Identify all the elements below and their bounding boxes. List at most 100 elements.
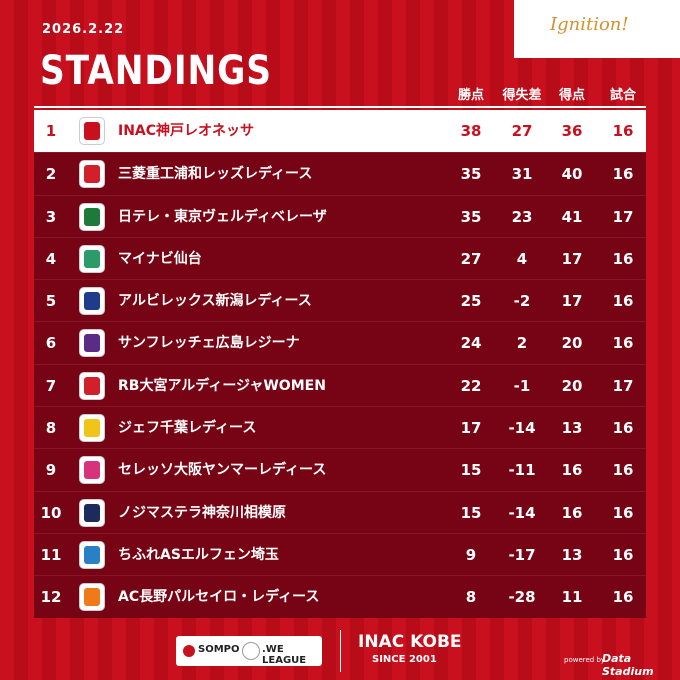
points-cell: 35	[460, 207, 482, 226]
team-crest-icon	[79, 117, 105, 145]
team-crest-icon	[79, 498, 105, 527]
table-row: 8 ジェフ千葉レディース 17 -14 13 16	[34, 406, 646, 449]
team-crest-icon	[79, 540, 105, 569]
team-name: 日テレ・東京ヴェルディベレーザ	[118, 208, 327, 225]
team-name: AC長野パルセイロ・レディース	[118, 589, 320, 606]
table-row: 4 マイナビ仙台 27 4 17 16	[34, 236, 646, 280]
column-headers: 勝点 得失差 得点 試合	[0, 84, 680, 104]
date-label: 2026.2.22	[42, 22, 125, 37]
rank-cell: 2	[45, 165, 57, 184]
team-crest-icon	[79, 583, 105, 612]
rank-cell: 8	[45, 419, 57, 438]
rank-cell: 9	[45, 461, 57, 480]
table-row: 11 ちふれASエルフェン埼玉 9 -17 13 16	[34, 532, 646, 576]
games-cell: 16	[612, 249, 634, 268]
goals-cell: 16	[561, 461, 583, 480]
club-since: SINCE 2001	[372, 654, 437, 665]
team-crest-icon	[79, 414, 105, 443]
goals-cell: 13	[561, 419, 583, 438]
brand-text: Ignition!	[550, 14, 629, 35]
points-cell: 9	[465, 545, 477, 564]
header-goals: 得点	[558, 88, 586, 103]
team-crest-icon	[79, 371, 105, 400]
league-emblem-icon	[242, 642, 260, 660]
goals-cell: 20	[561, 376, 583, 395]
table-row: 6 サンフレッチェ広島レジーナ 24 2 20 16	[34, 321, 646, 364]
team-name: ジェフ千葉レディース	[118, 420, 257, 437]
points-cell: 35	[460, 165, 482, 184]
goal-diff-cell: -1	[513, 376, 531, 395]
goals-cell: 20	[561, 334, 583, 353]
goals-cell: 17	[561, 249, 583, 268]
page-title: STANDINGS	[40, 48, 272, 94]
goal-diff-cell: -14	[508, 503, 536, 522]
footer-divider	[340, 630, 341, 672]
games-cell: 16	[612, 588, 634, 607]
games-cell: 16	[612, 292, 634, 311]
games-cell: 16	[612, 545, 634, 564]
team-name: 三菱重工浦和レッズレディース	[118, 166, 313, 183]
points-cell: 38	[460, 122, 482, 140]
team-name: セレッソ大阪ヤンマーレディース	[118, 462, 327, 479]
rank-cell: 1	[45, 122, 57, 140]
rank-cell: 5	[45, 292, 57, 311]
rank-cell: 6	[45, 334, 57, 353]
team-crest-icon	[79, 287, 105, 316]
team-crest-icon	[79, 456, 105, 485]
team-name: RB大宮アルディージャWOMEN	[118, 377, 326, 394]
rank-cell: 7	[45, 376, 57, 395]
table-row: 9 セレッソ大阪ヤンマーレディース 15 -11 16 16	[34, 448, 646, 491]
games-cell: 16	[612, 461, 634, 480]
team-name: サンフレッチェ広島レジーナ	[118, 335, 300, 352]
table-row: 2 三菱重工浦和レッズレディース 35 31 40 16	[34, 152, 646, 195]
sponsor-left-text: SOMPO	[198, 644, 240, 655]
goal-diff-cell: -28	[508, 588, 536, 607]
table-row: 7 RB大宮アルディージャWOMEN 22 -1 20 17	[34, 363, 646, 407]
table-row: 12 AC長野パルセイロ・レディース 8 -28 11 16	[34, 575, 646, 618]
data-provider: Data Stadium	[602, 652, 654, 678]
points-cell: 15	[460, 503, 482, 522]
header-games: 試合	[609, 88, 637, 103]
team-name: マイナビ仙台	[118, 250, 202, 267]
table-row: 5 アルビレックス新潟レディース 25 -2 17 16	[34, 279, 646, 322]
goals-cell: 41	[561, 207, 583, 226]
rank-cell: 4	[45, 249, 57, 268]
goals-cell: 36	[561, 122, 583, 140]
sponsor-right-text: .WE LEAGUE	[262, 644, 307, 666]
standings-table: 1 INAC神戸レオネッサ 38 27 36 16 2 三菱重工浦和レッズレディース 35 31 4…	[34, 110, 646, 618]
brand-banner: Ignition!	[514, 0, 680, 58]
team-name: INAC神戸レオネッサ	[118, 123, 255, 139]
club-name: INAC KOBE	[358, 632, 462, 652]
points-cell: 17	[460, 419, 482, 438]
team-name: ノジマステラ神奈川相模原	[118, 504, 286, 521]
footer: SOMPO .WE LEAGUE INAC KOBE SINCE 2001 po…	[0, 626, 680, 680]
goal-diff-cell: -2	[513, 292, 531, 311]
team-crest-icon	[79, 160, 105, 189]
team-crest-icon	[79, 244, 105, 273]
games-cell: 17	[612, 207, 634, 226]
header-points: 勝点	[457, 88, 485, 103]
sompo-dot-icon	[183, 645, 195, 657]
sponsor-logo: SOMPO .WE LEAGUE	[176, 636, 322, 666]
goals-cell: 16	[561, 503, 583, 522]
team-crest-icon	[79, 202, 105, 231]
points-cell: 25	[460, 292, 482, 311]
goal-diff-cell: -14	[508, 419, 536, 438]
games-cell: 17	[612, 376, 634, 395]
goal-diff-cell: 31	[511, 165, 533, 184]
points-cell: 15	[460, 461, 482, 480]
powered-by: powered by	[564, 656, 606, 664]
goal-diff-cell: 27	[511, 122, 533, 140]
games-cell: 16	[612, 122, 634, 140]
points-cell: 27	[460, 249, 482, 268]
goal-diff-cell: 23	[511, 207, 533, 226]
points-cell: 22	[460, 376, 482, 395]
team-name: アルビレックス新潟レディース	[118, 293, 312, 310]
goal-diff-cell: -11	[508, 461, 536, 480]
rank-cell: 12	[40, 588, 62, 607]
rank-cell: 10	[40, 503, 62, 522]
header-goal-diff: 得失差	[502, 88, 542, 103]
goal-diff-cell: 4	[516, 249, 528, 268]
goal-diff-cell: 2	[516, 334, 528, 353]
rank-cell: 11	[40, 545, 62, 564]
